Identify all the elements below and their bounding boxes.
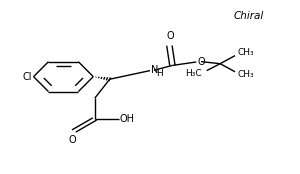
Text: H: H [157,69,163,78]
Text: Cl: Cl [22,72,32,82]
Text: CH₃: CH₃ [238,48,254,57]
Text: O: O [166,31,174,41]
Text: OH: OH [119,114,134,124]
Text: CH₃: CH₃ [238,70,254,79]
Text: O: O [68,135,76,145]
Text: H₃C: H₃C [185,69,201,78]
Text: Chiral: Chiral [233,11,264,21]
Text: O: O [197,57,205,67]
Text: N: N [152,65,159,75]
